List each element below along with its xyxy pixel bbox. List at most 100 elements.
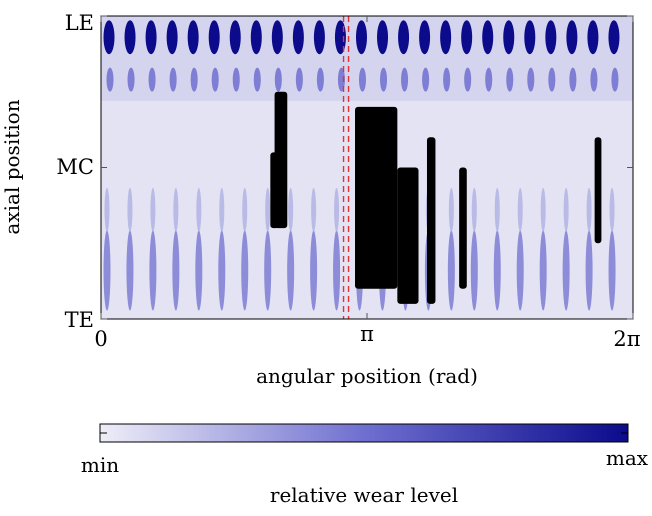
wear-streak-bottom — [516, 230, 524, 311]
wear-streak-top — [608, 20, 620, 55]
wear-streak-bottom — [172, 230, 180, 311]
x-tick-label-0: 0 — [94, 327, 107, 351]
wear-streak-top-lower — [169, 67, 177, 92]
wear-streak-top — [187, 20, 199, 55]
wear-streak-bottom-upper — [609, 187, 615, 232]
wear-streak-bottom — [585, 230, 593, 311]
wear-streak-top — [313, 20, 325, 55]
wear-streak-bottom — [333, 230, 341, 311]
wear-streak-top-lower — [464, 67, 472, 92]
wear-streak-top-lower — [527, 67, 535, 92]
wear-streak-bottom — [103, 230, 111, 311]
wear-streak-bottom — [241, 230, 249, 311]
wear-streak-top-lower — [337, 67, 345, 92]
wear-streak-top — [271, 20, 283, 55]
wear-streak-top — [250, 20, 262, 55]
wear-streak-bottom — [562, 230, 570, 311]
wear-streak-top-lower — [358, 67, 366, 92]
wear-streak-top-lower — [190, 67, 198, 92]
saturated-wear-region — [594, 137, 602, 244]
wear-streak-bottom — [470, 230, 478, 311]
wear-streak-bottom — [310, 230, 318, 311]
wear-streak-top-lower — [485, 67, 493, 92]
wear-streak-top — [440, 20, 452, 55]
wear-streak-top — [229, 20, 241, 55]
wear-streak-bottom-upper — [311, 187, 317, 232]
wear-streak-top-lower — [106, 67, 114, 92]
wear-streak-bottom-upper — [196, 187, 202, 232]
wear-streak-top-lower — [253, 67, 261, 92]
wear-streak-top-lower — [422, 67, 430, 92]
wear-streak-bottom — [608, 230, 616, 311]
wear-streak-bottom — [264, 230, 272, 311]
wear-streak-top — [587, 20, 599, 55]
wear-streak-top — [208, 20, 220, 55]
saturated-wear-region — [459, 167, 467, 289]
wear-streak-top — [503, 20, 515, 55]
wear-streak-bottom — [287, 230, 295, 311]
wear-streak-top — [524, 20, 536, 55]
wear-streak-bottom-upper — [471, 187, 477, 232]
heatmap-marks — [101, 16, 633, 311]
wear-streak-top — [545, 20, 557, 55]
heatmap-plot-area — [100, 15, 634, 320]
wear-streak-bottom-upper — [448, 187, 454, 232]
wear-streak-top — [398, 20, 410, 55]
wear-streak-top-lower — [211, 67, 219, 92]
wear-streak-top — [377, 20, 389, 55]
wear-streak-top-lower — [232, 67, 240, 92]
wear-streak-bottom — [218, 230, 226, 311]
wear-streak-top — [334, 20, 346, 55]
wear-streak-top — [482, 20, 494, 55]
wear-streak-top-lower — [401, 67, 409, 92]
wear-streak-bottom-upper — [334, 187, 340, 232]
wear-streak-top-lower — [569, 67, 577, 92]
wear-streak-top-lower — [127, 67, 135, 92]
wear-streak-bottom-upper — [242, 187, 248, 232]
x-tick-label-pi: π — [360, 322, 374, 346]
wear-streak-top — [419, 20, 431, 55]
saturated-wear-region — [355, 106, 398, 289]
wear-streak-bottom-upper — [127, 187, 133, 232]
wear-streak-bottom — [493, 230, 501, 311]
wear-streak-top — [566, 20, 578, 55]
y-tick-label-le: LE — [65, 11, 94, 35]
colorbar-gradient — [99, 423, 629, 443]
wear-streak-top-lower — [380, 67, 388, 92]
wear-streak-bottom-upper — [540, 187, 546, 232]
wear-streak-top-lower — [548, 67, 556, 92]
y-tick-label-mc: MC — [56, 155, 94, 179]
saturated-wear-region — [426, 137, 436, 304]
wear-streak-bottom — [149, 230, 157, 311]
wear-streak-bottom — [447, 230, 455, 311]
wear-streak-top-lower — [443, 67, 451, 92]
wear-streak-bottom-upper — [586, 187, 592, 232]
wear-streak-top — [124, 20, 136, 55]
colorbar-max-label: max — [606, 446, 649, 470]
colorbar-title: relative wear level — [270, 483, 458, 507]
wear-streak-top-lower — [611, 67, 619, 92]
colorbar-min-label: min — [81, 453, 119, 477]
wear-streak-bottom-upper — [150, 187, 156, 232]
wear-streak-top-lower — [295, 67, 303, 92]
wear-streak-top — [103, 20, 115, 55]
wear-streak-top-lower — [506, 67, 514, 92]
saturated-wear-region — [270, 152, 279, 229]
wear-streak-top-lower — [316, 67, 324, 92]
wear-streak-top-lower — [590, 67, 598, 92]
wear-streak-bottom-upper — [173, 187, 179, 232]
y-tick-label-te: TE — [65, 308, 94, 332]
wear-streak-bottom-upper — [104, 187, 110, 232]
saturated-wear-region — [397, 167, 419, 304]
wear-streak-bottom-upper — [517, 187, 523, 232]
wear-streak-top — [461, 20, 473, 55]
wear-streak-bottom — [126, 230, 134, 311]
wear-streak-bottom-upper — [288, 187, 294, 232]
wear-streak-top — [166, 20, 178, 55]
wear-streak-bottom-upper — [494, 187, 500, 232]
wear-streak-top-lower — [148, 67, 156, 92]
wear-streak-top — [292, 20, 304, 55]
wear-streak-bottom-upper — [563, 187, 569, 232]
wear-streak-bottom-upper — [265, 187, 271, 232]
